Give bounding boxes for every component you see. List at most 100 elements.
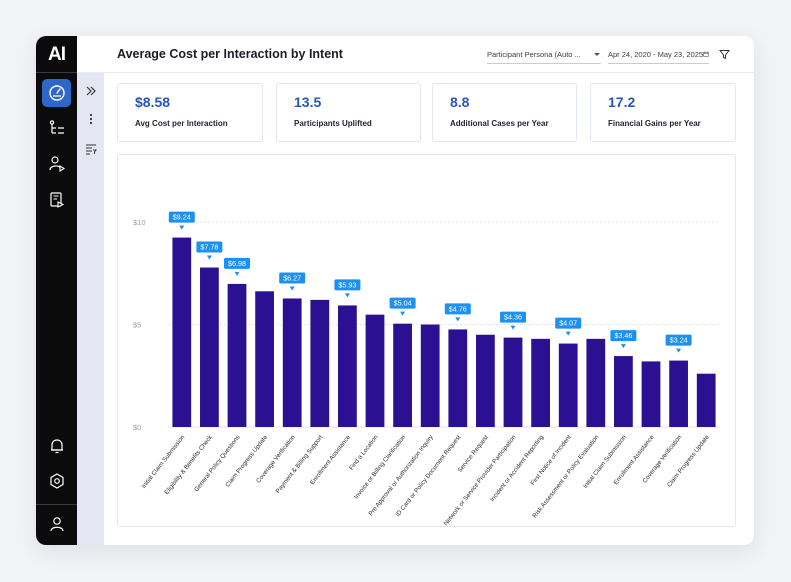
data-label-badge [555,317,582,329]
data-label: $4.76 [449,304,467,313]
data-label: $3.24 [670,336,688,345]
bar[interactable] [696,373,716,427]
rail-divider [36,504,77,505]
data-label: $3.46 [614,331,632,340]
flow-list-icon [49,120,64,134]
rail-profile-button[interactable] [42,510,71,538]
data-label: $7.78 [200,243,218,252]
data-label-badge [610,330,637,342]
date-range-value: Apr 24, 2020 - May 23, 2025 [608,49,704,59]
x-tick-label: Payment & Billing Support [275,434,325,495]
rail-dashboard-button[interactable] [42,79,71,107]
data-label-pointer [234,271,240,276]
data-label-badge [168,211,195,223]
bar[interactable] [227,283,247,427]
data-label-pointer [620,344,626,349]
kpi-value: 8.8 [450,94,470,110]
data-label: $9.24 [173,213,191,222]
persona-filter-select[interactable]: Participant Persona (Auto ... [487,45,601,64]
bar[interactable] [531,338,550,427]
kpi-card-avg-cost: $8.58 Avg Cost per Interaction [117,83,263,142]
kpi-card-participants-uplifted: 13.5 Participants Uplifted [276,83,421,142]
data-label-badge [279,272,306,284]
hexagon-gear-icon [49,473,64,489]
app-window: AI [36,36,754,545]
bar[interactable] [476,334,495,427]
chart-card: $0 $5 $10 Initial Claim Submission $9.24 Elig… [117,154,736,527]
data-label-pointer [344,293,350,298]
bell-icon [50,439,63,454]
rail-persona-button[interactable] [42,150,71,178]
kpi-card-financial-gains: 17.2 Financial Gains per Year [590,83,736,142]
date-range-picker[interactable]: Apr 24, 2020 - May 23, 2025 [608,45,709,64]
app-logo[interactable]: AI [48,44,66,65]
list-filter-button[interactable] [77,140,104,158]
kpi-value: 17.2 [608,94,636,110]
data-label-pointer [400,311,406,316]
persona-filter-value: Participant Persona (Auto ... [487,49,581,59]
data-label-badge [389,297,416,309]
data-label-pointer [565,331,571,336]
bar[interactable] [255,291,274,427]
bar[interactable] [393,323,412,427]
kpi-label: Avg Cost per Interaction [135,119,228,128]
rail-flows-button[interactable] [42,114,71,142]
data-label: $6.98 [228,259,246,268]
bar[interactable] [172,237,192,427]
page-header: Average Cost per Interaction by Intent P… [77,36,754,73]
data-label-badge [334,279,361,291]
left-rail: AI [36,36,77,545]
bar[interactable] [448,329,468,427]
bar[interactable] [558,343,578,427]
bar[interactable] [503,337,523,427]
bar[interactable] [641,361,661,427]
y-tick-label: $0 [133,423,141,432]
data-label-pointer [179,225,185,230]
rail-divider [36,72,77,73]
data-label: $4.07 [559,319,577,328]
list-filter-icon [85,144,97,155]
document-play-icon [49,192,64,208]
expand-panel-button[interactable] [77,82,104,100]
rail-notifications-button[interactable] [42,432,71,460]
page-title: Average Cost per Interaction by Intent [117,47,343,61]
bar[interactable] [365,314,385,427]
calendar-icon [703,51,709,57]
data-label-badge [444,303,471,315]
rail-reports-button[interactable] [42,186,71,214]
bar[interactable] [420,324,440,428]
data-label: $5.04 [394,299,412,308]
bar[interactable] [586,338,606,427]
x-tick-label: Eligibility & Benefits Check [163,433,214,496]
bar[interactable] [282,298,302,427]
filter-button[interactable] [717,47,731,61]
caret-down-icon [594,53,600,56]
x-tick-label: Find a Location [348,433,380,471]
funnel-icon [718,49,730,59]
double-chevron-right-icon [86,86,96,96]
kpi-label: Financial Gains per Year [608,119,701,128]
data-label: $4.36 [504,313,522,322]
y-tick-label: $10 [133,218,146,227]
secondary-rail [77,72,104,545]
data-label-pointer [289,286,295,291]
data-label: $5.93 [338,280,356,289]
data-label-pointer [455,317,461,322]
bar[interactable] [310,299,330,427]
user-icon [49,517,64,532]
y-tick-label: $5 [133,321,141,330]
bar[interactable] [200,267,219,427]
more-options-button[interactable] [77,110,104,128]
kpi-label: Additional Cases per Year [450,119,549,128]
rail-settings-button[interactable] [42,467,71,495]
data-label-pointer [206,255,212,260]
bar[interactable] [669,360,688,427]
bar[interactable] [614,356,633,427]
user-play-icon [48,156,65,172]
data-label-pointer [510,325,516,330]
x-tick-label: Incident or Accident Reporting [489,433,546,503]
kpi-value: 13.5 [294,94,322,110]
kpi-value: $8.58 [135,94,171,110]
bar[interactable] [338,305,357,427]
data-label-badge [665,334,692,346]
